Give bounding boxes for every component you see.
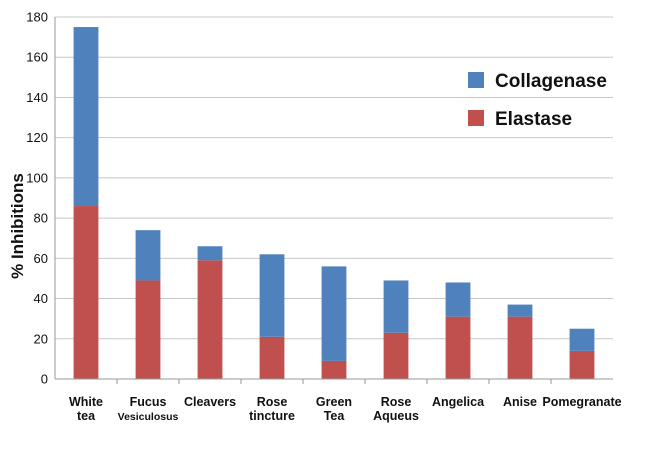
x-category-label: tincture [249, 409, 295, 423]
bar-segment-elastase [507, 316, 533, 379]
y-tick-label: 180 [26, 10, 48, 25]
legend-label-elastase: Elastase [495, 109, 572, 130]
y-tick-label: 40 [34, 291, 48, 306]
x-category-label: Rose [381, 395, 412, 409]
bar-segment-elastase [383, 332, 409, 379]
legend: Collagenase Elastase [468, 71, 607, 130]
y-tick-label: 100 [26, 170, 48, 185]
bar-segment-elastase [569, 350, 595, 379]
bar-segment-collagenase [135, 230, 161, 281]
bars [73, 27, 595, 379]
y-tick-label: 60 [34, 251, 48, 266]
x-category-label: Vesiculosus [118, 411, 179, 423]
axes [54, 17, 613, 384]
bar-segment-elastase [445, 316, 471, 379]
bar-segment-collagenase [383, 280, 409, 333]
bar-segment-collagenase [507, 304, 533, 317]
bar-segment-elastase [259, 336, 285, 379]
y-tick-label: 160 [26, 50, 48, 65]
x-category-label: Anise [503, 395, 537, 409]
x-category-label: Pomegranate [542, 395, 621, 409]
x-category-label: Tea [324, 409, 346, 423]
bar-segment-collagenase [569, 328, 595, 351]
y-tick-label: 120 [26, 130, 48, 145]
legend-swatch-elastase [468, 110, 484, 126]
y-tick-label: 0 [41, 372, 48, 387]
bar-segment-collagenase [259, 254, 285, 337]
bar-segment-elastase [73, 206, 99, 379]
x-category-label: Rose [257, 395, 288, 409]
bar-segment-collagenase [321, 266, 347, 361]
x-category-label: Aqueus [373, 409, 419, 423]
x-category-label: tea [77, 409, 96, 423]
x-category-label: Green [316, 395, 352, 409]
y-axis-title: % Inhibitions [8, 173, 27, 279]
bar-segment-collagenase [445, 282, 471, 317]
bar-segment-elastase [197, 260, 223, 379]
x-category-label: Fucus [130, 395, 167, 409]
y-tick-label: 80 [34, 211, 48, 226]
x-category-label: Cleavers [184, 395, 236, 409]
y-tick-label: 20 [34, 331, 48, 346]
legend-swatch-collagenase [468, 72, 484, 88]
y-tick-labels: 0 20 40 60 80 100 120 140 160 180 [26, 10, 48, 387]
x-category-label: White [69, 395, 103, 409]
y-tick-label: 140 [26, 90, 48, 105]
bar-segment-collagenase [73, 27, 99, 207]
bar-segment-elastase [135, 280, 161, 379]
bar-segment-collagenase [197, 246, 223, 261]
legend-label-collagenase: Collagenase [495, 71, 607, 92]
bar-segment-elastase [321, 360, 347, 379]
x-category-label: Angelica [432, 395, 485, 409]
